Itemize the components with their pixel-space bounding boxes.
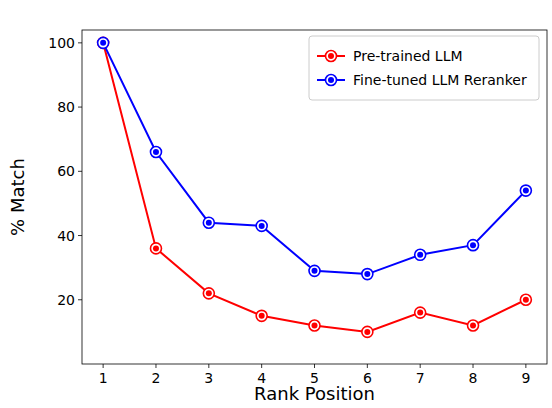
- x-tick: [261, 364, 262, 368]
- marker-dot: [523, 297, 529, 303]
- marker-ring: [362, 269, 373, 280]
- point: [468, 320, 479, 331]
- x-tick: [473, 364, 474, 368]
- point: [362, 326, 373, 337]
- legend-marker-dot: [328, 77, 334, 83]
- legend: Pre-trained LLM Fine-tuned LLM Reranker: [309, 36, 539, 100]
- legend-box: [309, 36, 539, 100]
- point: [98, 37, 109, 48]
- y-axis-label: % Match: [7, 158, 28, 236]
- x-tick: [367, 364, 368, 368]
- y-tick: [78, 235, 82, 236]
- x-tick: [155, 364, 156, 368]
- point: [256, 310, 267, 321]
- point: [415, 307, 426, 318]
- marker-ring: [309, 320, 320, 331]
- marker-ring: [468, 320, 479, 331]
- marker-ring: [150, 243, 161, 254]
- marker-ring: [415, 307, 426, 318]
- marker-ring: [98, 37, 109, 48]
- legend-marker-dot: [328, 53, 334, 59]
- marker-dot: [259, 223, 265, 229]
- point: [362, 269, 373, 280]
- marker-ring: [150, 147, 161, 158]
- marker-dot: [153, 149, 159, 155]
- point: [520, 185, 531, 196]
- marker-dot: [259, 313, 265, 319]
- legend-label: Fine-tuned LLM Reranker: [353, 72, 527, 88]
- x-tick: [314, 364, 315, 368]
- point: [520, 294, 531, 305]
- x-tick: [103, 364, 104, 368]
- legend-marker: [326, 75, 337, 86]
- y-tick: [78, 42, 82, 43]
- marker-dot: [206, 220, 212, 226]
- x-tick-label: 7: [416, 370, 425, 386]
- point: [309, 320, 320, 331]
- x-tick: [420, 364, 421, 368]
- marker-ring: [256, 220, 267, 231]
- y-tick-label: 20: [57, 292, 75, 308]
- point: [468, 240, 479, 251]
- marker-ring: [203, 217, 214, 228]
- marker-ring: [468, 240, 479, 251]
- point: [415, 249, 426, 260]
- marker-ring: [520, 185, 531, 196]
- marker-dot: [100, 40, 106, 46]
- marker-ring: [256, 310, 267, 321]
- point: [309, 265, 320, 276]
- x-tick: [525, 364, 526, 368]
- x-tick-label: 1: [99, 370, 108, 386]
- x-axis-label: Rank Position: [254, 383, 375, 404]
- point: [150, 243, 161, 254]
- x-tick-label: 2: [152, 370, 161, 386]
- x-tick-label: 3: [204, 370, 213, 386]
- marker-dot: [470, 322, 476, 328]
- marker-ring: [415, 249, 426, 260]
- marker-dot: [312, 322, 318, 328]
- point: [203, 217, 214, 228]
- legend-label: Pre-trained LLM: [353, 48, 463, 64]
- y-tick: [78, 299, 82, 300]
- marker-dot: [364, 271, 370, 277]
- marker-dot: [470, 242, 476, 248]
- point: [98, 37, 109, 48]
- marker-dot: [100, 40, 106, 46]
- marker-dot: [312, 268, 318, 274]
- marker-ring: [362, 326, 373, 337]
- marker-dot: [153, 245, 159, 251]
- point: [150, 147, 161, 158]
- x-tick: [208, 364, 209, 368]
- marker-dot: [523, 188, 529, 194]
- chart: 12345678920406080100Rank Position% Match…: [0, 0, 552, 408]
- x-tick-label: 8: [469, 370, 478, 386]
- marker-dot: [206, 290, 212, 296]
- y-tick-label: 40: [57, 228, 75, 244]
- marker-dot: [417, 252, 423, 258]
- frame: [82, 30, 547, 364]
- point: [203, 288, 214, 299]
- legend-marker: [326, 51, 337, 62]
- y-tick: [78, 171, 82, 172]
- y-tick: [78, 107, 82, 108]
- y-tick-label: 80: [57, 99, 75, 115]
- marker-dot: [364, 329, 370, 335]
- marker-ring: [309, 265, 320, 276]
- y-tick-label: 60: [57, 163, 75, 179]
- y-tick-label: 100: [48, 35, 75, 51]
- marker-dot: [417, 310, 423, 316]
- marker-ring: [98, 37, 109, 48]
- x-tick-label: 9: [521, 370, 530, 386]
- marker-ring: [203, 288, 214, 299]
- marker-ring: [520, 294, 531, 305]
- point: [256, 220, 267, 231]
